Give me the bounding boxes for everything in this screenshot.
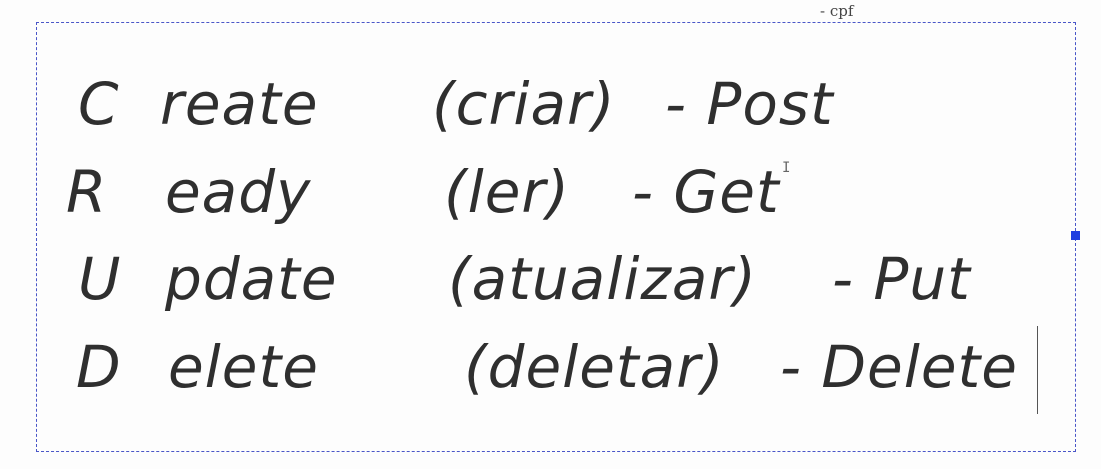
row-3-translation: (atualizar) xyxy=(448,245,757,313)
row-3-word-rest: pdate xyxy=(165,245,338,313)
row-4-letter: D xyxy=(76,333,122,401)
text-caret xyxy=(1037,326,1038,414)
row-1-method: - Post xyxy=(665,70,834,138)
row-3-method: - Put xyxy=(832,245,971,313)
row-2-word-rest: eady xyxy=(165,158,312,226)
resize-handle[interactable] xyxy=(1071,231,1080,240)
row-1-word-rest: reate xyxy=(160,70,319,138)
row-2-method: - Get xyxy=(632,158,780,226)
row-1-letter: C xyxy=(78,70,120,138)
row-1-translation: (criar) xyxy=(432,70,616,138)
row-4-translation: (deletar) xyxy=(464,333,725,401)
row-2-translation: (ler) xyxy=(444,158,570,226)
row-3-letter: U xyxy=(78,245,122,313)
row-2-letter: R xyxy=(66,158,108,226)
row-4-method: - Delete xyxy=(780,333,1018,401)
ibeam-cursor-icon: I xyxy=(782,160,791,176)
author-tag: - cpf xyxy=(820,2,854,20)
row-4-word-rest: elete xyxy=(168,333,319,401)
